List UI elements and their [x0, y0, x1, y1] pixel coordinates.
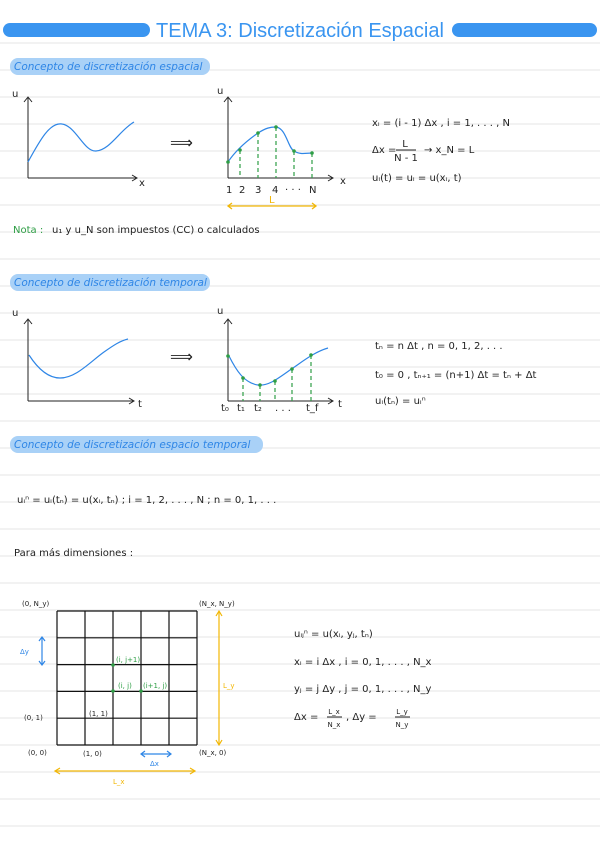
- note-text: u₁ y u_N son impuestos (CC) o calculados: [52, 225, 260, 236]
- implies-arrow: ⟹: [170, 133, 193, 152]
- tick-label: t₀: [221, 403, 229, 414]
- fraction-num: L_x: [328, 708, 340, 716]
- fraction-den: N_y: [396, 721, 409, 729]
- mesh-grid: [56, 610, 198, 746]
- section-header-temporal: Concepto de discretización temporal: [14, 277, 207, 289]
- node-label: (i, j): [118, 682, 132, 690]
- corner-label: (N_x, N_y): [199, 600, 235, 608]
- section-header-bg: [10, 274, 210, 291]
- x-axis-label: t: [338, 399, 342, 410]
- equation-dx: Δx =: [372, 145, 396, 156]
- note-label: Nota :: [13, 225, 43, 236]
- tick-label: . . .: [275, 403, 291, 414]
- node-point: [238, 148, 242, 152]
- section-header-spacetime: Concepto de discretización espacio tempo…: [14, 439, 250, 451]
- implies-arrow: ⟹: [170, 347, 193, 366]
- section-header-spatial: Concepto de discretización espacial: [14, 61, 202, 73]
- corner-label: (1, 0): [83, 750, 102, 758]
- node-label: (i, j+1): [116, 656, 140, 664]
- plot-continuous-x: u x: [12, 89, 145, 189]
- node-point: [292, 149, 296, 153]
- equation-dx-2d: Δx =: [294, 712, 318, 723]
- tick-label: · · ·: [285, 185, 301, 196]
- node-point: [310, 151, 314, 155]
- curve: [28, 338, 129, 379]
- y-axis-label: u: [12, 308, 18, 319]
- fraction-den: N_x: [328, 721, 341, 729]
- equation-xi: xᵢ = (i - 1) Δx , i = 1, . . . , N: [372, 118, 510, 129]
- y-axis-label: u: [12, 89, 18, 100]
- page-title: TEMA 3: Discretización Espacial: [156, 20, 444, 42]
- section-header-bg: [10, 436, 263, 453]
- equation-xi-2d: xᵢ = i Δx , i = 0, 1, . . . , N_x: [294, 657, 432, 668]
- highlight-node: [111, 689, 115, 693]
- equation-dy-2d: , Δy =: [346, 712, 377, 723]
- ruled-lines: [0, 42, 600, 827]
- equation-t0: t₀ = 0 , tₙ₊₁ = (n+1) Δt = tₙ + Δt: [375, 370, 537, 381]
- section-header-bg: [10, 58, 210, 75]
- equation-ui: uᵢ(t) = uᵢ = u(xᵢ, t): [372, 173, 462, 184]
- corner-label: (0, 0): [28, 749, 47, 757]
- node-label: (i+1, j): [143, 682, 167, 690]
- equation-uij: uᵢⱼⁿ = u(xᵢ, yⱼ, tₙ): [294, 629, 373, 640]
- node-point: [226, 160, 230, 164]
- plot-discrete-t: u t t₀ t₁ t₂ . . . t_f: [217, 306, 342, 414]
- tick-label: N: [309, 185, 316, 196]
- plot-continuous-t: u t: [12, 308, 142, 410]
- equation-ui-tn: uᵢ(tₙ) = uᵢⁿ: [375, 396, 426, 407]
- equation-yj: yⱼ = j Δy , j = 0, 1, . . . , N_y: [294, 684, 432, 695]
- curve: [228, 347, 329, 386]
- dy-label: Δy: [20, 648, 29, 656]
- node-point: [274, 125, 278, 129]
- tick-label: 1: [226, 185, 232, 196]
- equation-xn: → x_N = L: [424, 145, 475, 156]
- highlight-node: [139, 689, 143, 693]
- tick-label: t_f: [306, 403, 319, 414]
- more-dimensions-label: Para más dimensiones :: [14, 547, 133, 559]
- lx-label: L_x: [113, 778, 125, 786]
- x-axis-label: x: [340, 176, 346, 187]
- tick-label: 3: [255, 185, 261, 196]
- tick-label: t₁: [237, 403, 245, 414]
- fraction-num: L_y: [396, 708, 408, 716]
- corner-label: (0, N_y): [22, 600, 50, 608]
- equation-tn: tₙ = n Δt , n = 0, 1, 2, . . .: [375, 341, 503, 352]
- equation-uin: uᵢⁿ = uᵢ(tₙ) = u(xᵢ, tₙ) ; i = 1, 2, . .…: [17, 495, 276, 506]
- plot-discrete-x: u x 1 2 3 4 · · · N L: [217, 86, 346, 210]
- ly-label: L_y: [223, 682, 235, 690]
- dx-label: Δx: [150, 760, 159, 768]
- grid-labels: (0, N_y) (N_x, N_y) (0, 0) (N_x, 0) (0, …: [20, 600, 235, 786]
- title-bar-left: [3, 23, 150, 37]
- tick-label: 4: [272, 185, 278, 196]
- fraction-num: L: [402, 139, 408, 150]
- fraction-den: N - 1: [394, 153, 418, 164]
- y-axis-label: u: [217, 86, 223, 97]
- tick-label: 2: [239, 185, 245, 196]
- corner-label: (N_x, 0): [199, 749, 227, 757]
- x-axis-label: x: [139, 178, 145, 189]
- corner-label: (1, 1): [89, 710, 108, 718]
- y-axis-label: u: [217, 306, 223, 317]
- title-bar-right: [452, 23, 597, 37]
- corner-label: (0, 1): [24, 714, 43, 722]
- curve: [227, 126, 313, 163]
- highlight-node: [111, 663, 115, 667]
- length-label: L: [269, 195, 275, 206]
- tick-label: t₂: [254, 403, 262, 414]
- curve: [27, 121, 135, 163]
- node-point: [256, 131, 260, 135]
- x-axis-label: t: [138, 399, 142, 410]
